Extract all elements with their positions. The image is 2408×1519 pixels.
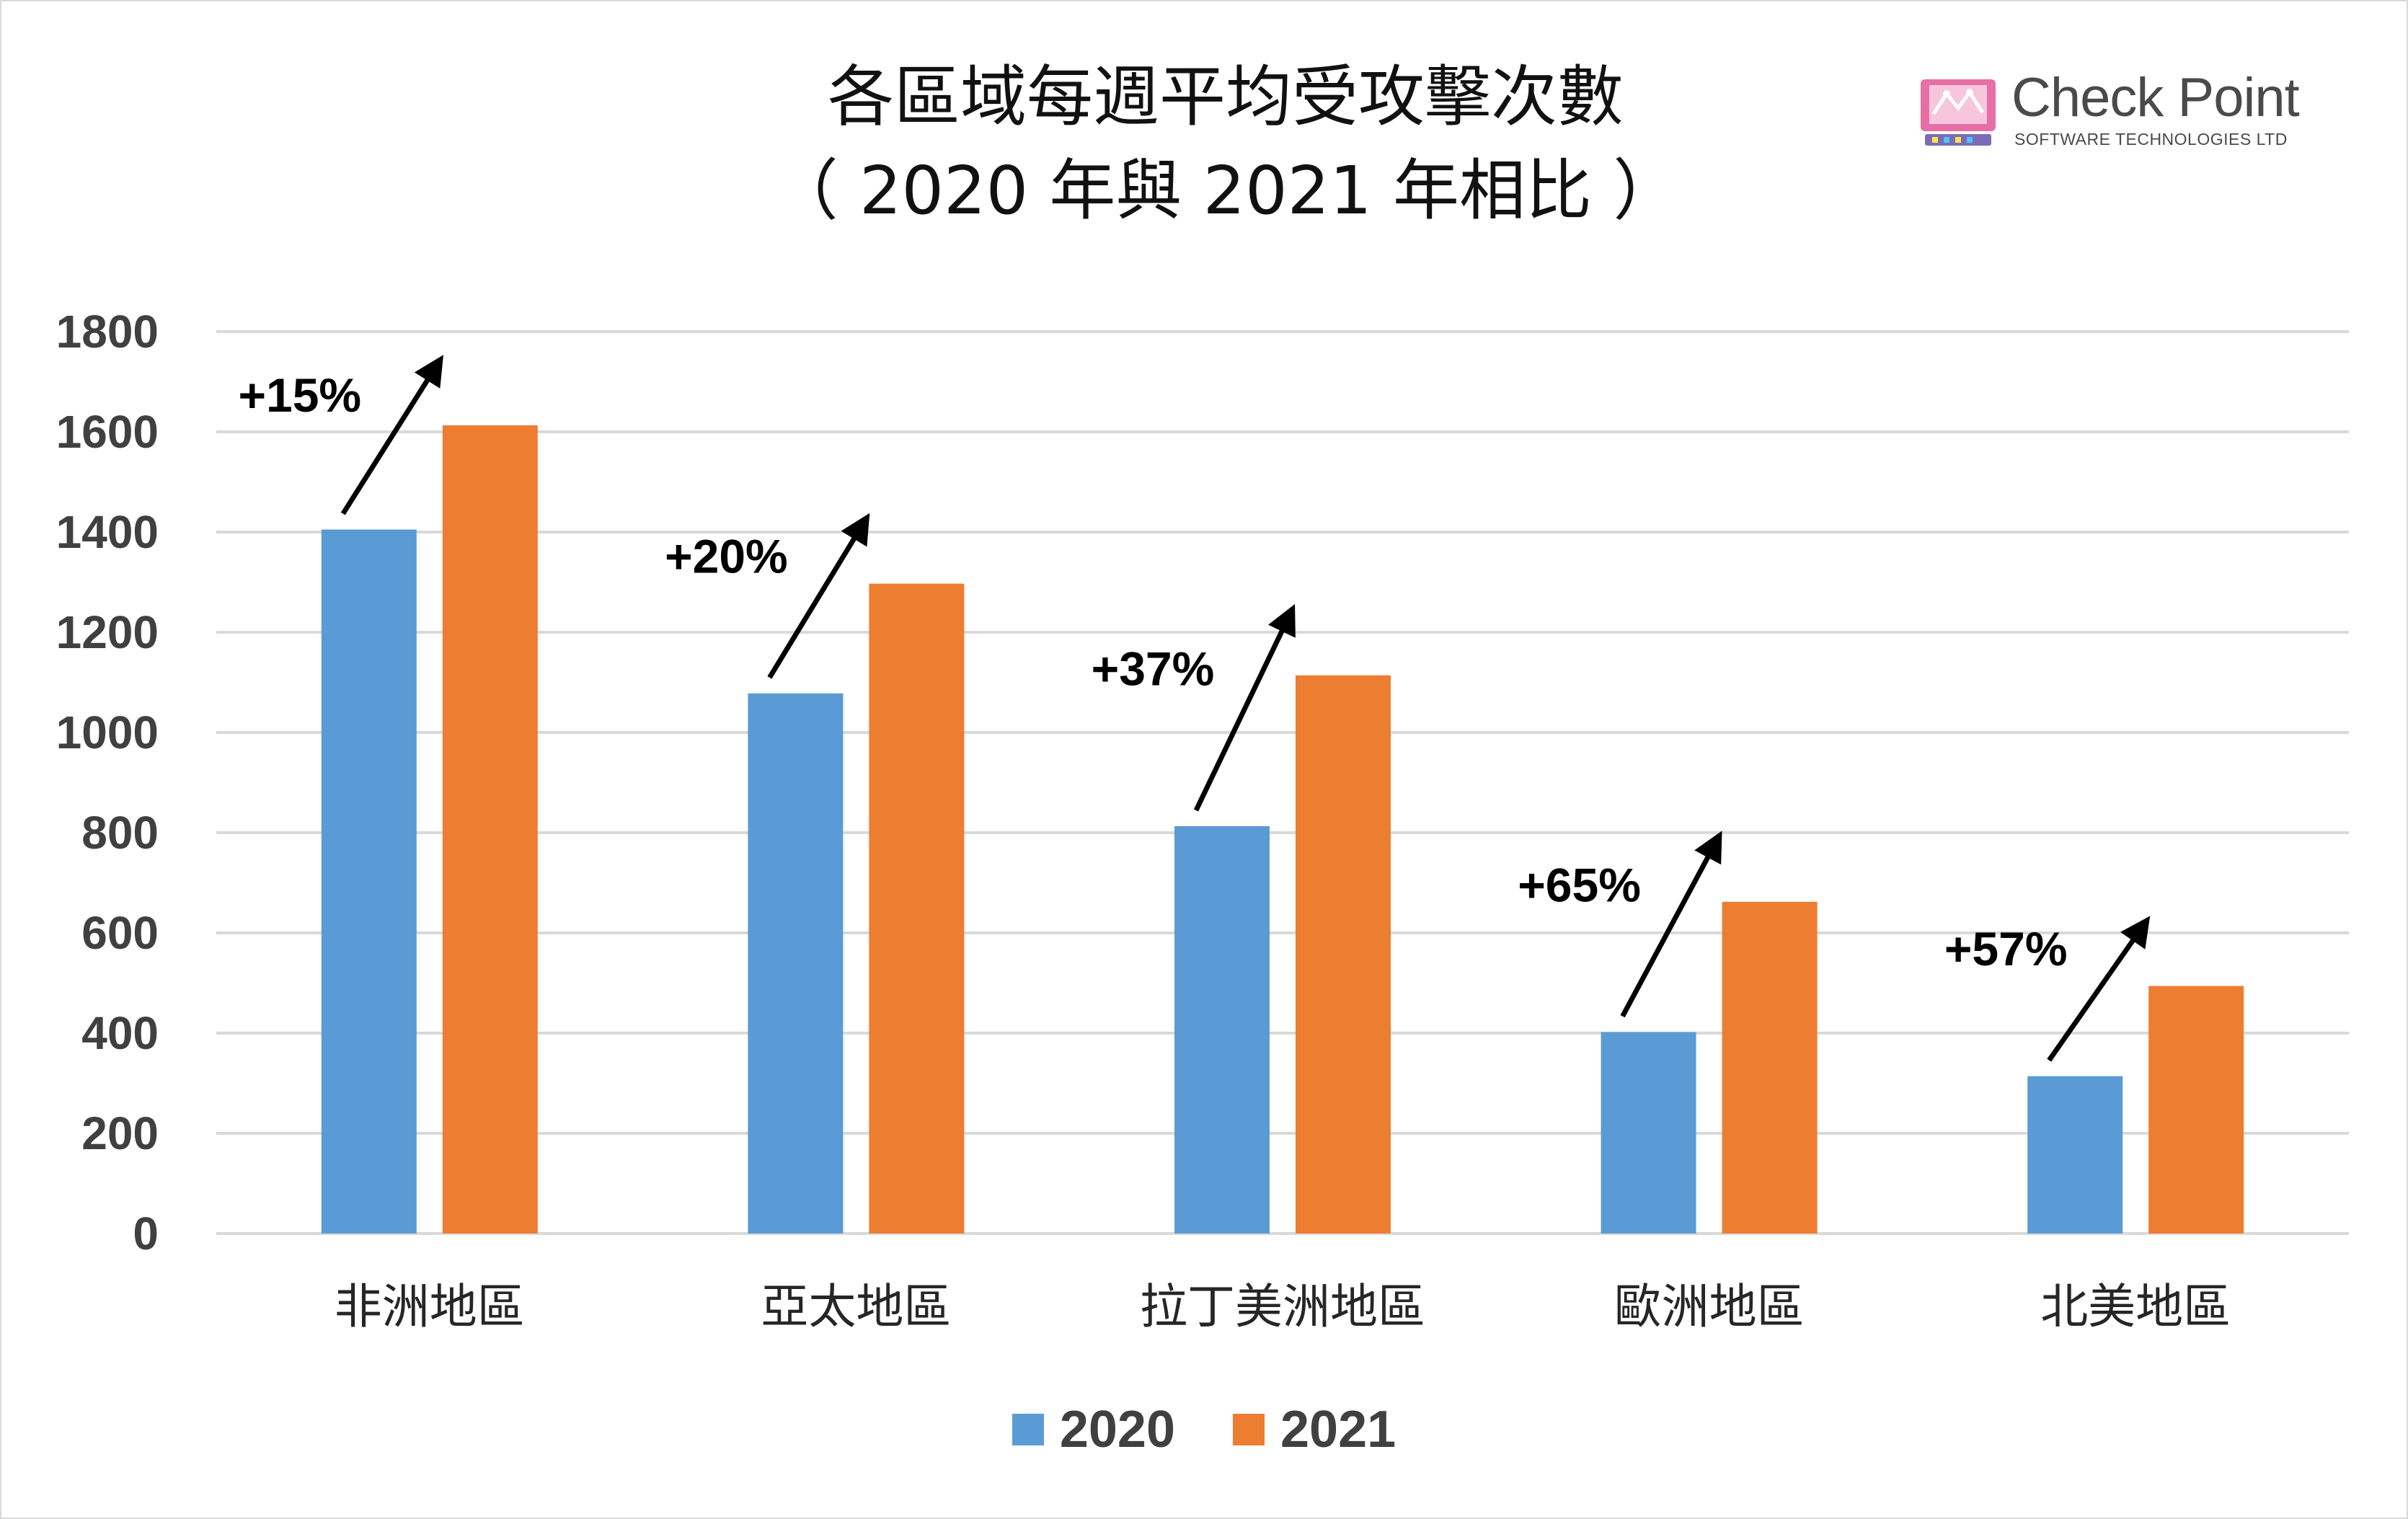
legend-label-2021: 2021 <box>1280 1401 1396 1458</box>
legend-label-2020: 2020 <box>1059 1401 1175 1458</box>
bar-2020 <box>1174 825 1270 1234</box>
growth-label: +15% <box>238 368 361 422</box>
growth-arrows: +15% +20% +37% +65% +57% <box>238 355 2151 1062</box>
bar-2021 <box>442 425 538 1234</box>
check-point-logo: Check Point SOFTWARE TECHNOLOGIES LTD <box>1918 67 2336 151</box>
bar-2020 <box>2027 1076 2123 1234</box>
y-tick-label: 1200 <box>56 606 159 658</box>
bar-2021 <box>1722 901 1818 1234</box>
logo-name: Check Point <box>2011 67 2300 128</box>
chart-title-line1: 各區域每週平均受攻擊次數 <box>827 58 1624 136</box>
x-category-label: 北美地區 <box>2040 1279 2231 1334</box>
y-tick-label: 1400 <box>56 506 159 558</box>
y-tick-label: 1800 <box>56 306 159 358</box>
bars <box>321 425 2244 1234</box>
bar-2021 <box>2148 986 2244 1234</box>
bar-2020 <box>321 529 417 1234</box>
legend-swatch-2021 <box>1233 1414 1265 1445</box>
legend-item-2020: 2020 <box>1012 1400 1175 1459</box>
bar-2020 <box>748 693 844 1234</box>
bar-2021 <box>869 583 965 1234</box>
growth-label: +37% <box>1092 642 1215 695</box>
growth-label: +57% <box>1944 922 2068 975</box>
growth-arrow <box>1620 831 1722 1018</box>
x-category-label: 歐洲地區 <box>1614 1279 1805 1334</box>
x-category-label: 拉丁美洲地區 <box>1140 1279 1425 1334</box>
x-category-label: 非洲地區 <box>335 1279 525 1334</box>
growth-arrow <box>2047 916 2151 1062</box>
growth-label: +65% <box>1518 858 1641 911</box>
bar-2020 <box>1601 1032 1696 1234</box>
bar-2021 <box>1296 675 1391 1234</box>
chart-title: 各區域每週平均受攻擊次數 （ 2020 年與 2021 年相比 ） <box>216 50 2235 238</box>
growth-arrow <box>340 355 444 515</box>
growth-arrow <box>1193 603 1296 812</box>
growth-label: +20% <box>665 530 788 583</box>
legend-swatch-2020 <box>1012 1414 1044 1445</box>
logo-subtitle: SOFTWARE TECHNOLOGIES LTD <box>2014 130 2288 149</box>
y-tick-label: 0 <box>133 1208 159 1259</box>
x-category-label: 亞太地區 <box>761 1279 951 1334</box>
chart-title-line2: （ 2020 年與 2021 年相比 ） <box>771 152 1680 229</box>
y-tick-label: 600 <box>81 907 159 959</box>
gridlines <box>216 330 2349 1235</box>
y-tick-label: 1600 <box>56 406 159 458</box>
y-axis-ticks: 0 200 400 600 800 1000 1200 1400 1600 1800 <box>56 306 159 1259</box>
growth-arrow <box>767 513 870 679</box>
y-tick-label: 800 <box>81 807 159 859</box>
x-axis-categories: 非洲地區 亞太地區 拉丁美洲地區 歐洲地區 北美地區 <box>335 1279 2231 1334</box>
legend: 2020 2021 <box>0 1399 2408 1459</box>
y-tick-label: 1000 <box>56 707 159 758</box>
y-tick-label: 400 <box>81 1007 159 1059</box>
y-tick-label: 200 <box>81 1107 159 1159</box>
legend-item-2021: 2021 <box>1233 1400 1396 1459</box>
logo-computer-icon <box>1921 79 1996 146</box>
